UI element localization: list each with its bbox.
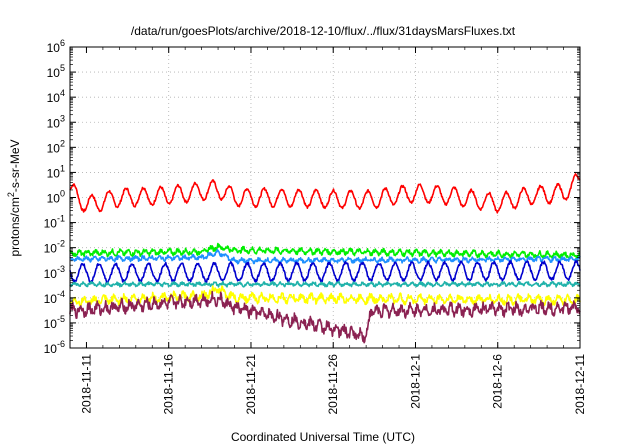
tick-labels: 10-6 10-5 10-4 10-3 10-2 10-1 100 101 102 103 104 1… — [44, 38, 587, 415]
series-line-3 — [69, 248, 581, 265]
y-axis-title: protons/cm2-s-sr-MeV — [6, 139, 22, 256]
y-tick-label: 102 — [47, 138, 65, 155]
x-tick-label: 2018-11-21 — [244, 354, 258, 415]
y-tick-label: 103 — [47, 113, 65, 130]
plot-frame — [69, 46, 581, 349]
y-tick-label: 106 — [47, 38, 65, 55]
y-tick-label: 100 — [47, 189, 65, 206]
x-axis-title: Coordinated Universal Time (UTC) — [231, 430, 415, 444]
y-tick-label: 10-2 — [44, 239, 65, 256]
y-axis-title-part-2: -s-sr-MeV — [8, 139, 22, 192]
series-line-1 — [69, 173, 581, 214]
series-line-4 — [69, 260, 581, 284]
y-tick-label: 105 — [47, 63, 65, 80]
y-tick-label: 10-1 — [44, 214, 65, 231]
x-tick-label: 2018-11-11 — [79, 354, 93, 414]
series-line-6 — [69, 285, 581, 307]
y-tick-label: 104 — [47, 88, 65, 105]
series-line-5 — [69, 280, 581, 288]
y-axis-title-part-1: protons/cm — [8, 197, 22, 256]
y-tick-label: 101 — [47, 163, 65, 180]
chart-title: /data/run/goesPlots/archive/2018-12-10/f… — [131, 24, 516, 38]
series-line-7 — [69, 290, 581, 344]
x-tick-label: 2018-12-11 — [573, 354, 587, 415]
axes — [69, 46, 581, 349]
y-axis-title-superscript: 2 — [6, 192, 16, 197]
x-tick-label: 2018-11-16 — [162, 354, 176, 415]
y-tick-label: 10-5 — [44, 314, 65, 331]
y-tick-label: 10-4 — [44, 289, 65, 306]
series-lines — [69, 173, 581, 344]
x-tick-label: 2018-11-26 — [326, 354, 340, 415]
x-tick-label: 2018-12-1 — [408, 354, 422, 409]
series-line-2 — [69, 242, 581, 260]
x-tick-label: 2018-12-6 — [491, 354, 505, 409]
y-tick-label: 10-3 — [44, 264, 65, 281]
y-tick-label: 10-6 — [44, 339, 65, 356]
